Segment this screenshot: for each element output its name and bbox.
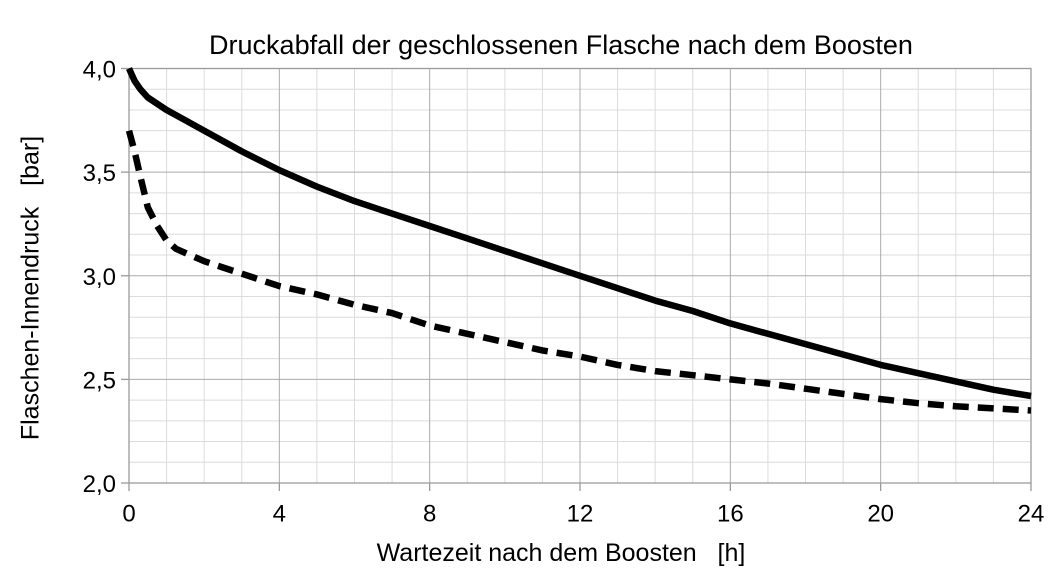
chart-title: Druckabfall der geschlossenen Flasche na… [209,30,913,60]
x-tick-label: 8 [423,501,436,528]
x-axis-title: Wartezeit nach dem Boosten [h] [376,539,746,567]
x-tick-label: 12 [567,501,594,528]
y-tick-label: 3,5 [83,160,116,187]
y-tick-label: 3,0 [83,264,116,291]
x-tick-label: 4 [273,501,286,528]
y-tick-label: 2,0 [83,471,116,498]
y-tick-label: 2,5 [83,367,116,394]
y-tick-label: 4,0 [83,57,116,84]
series-solid-line [126,67,1032,400]
x-tick-label: 20 [867,501,894,528]
x-tick-label: 24 [1018,501,1045,528]
y-axis-title: Flaschen-Innendruck [bar] [16,135,45,441]
plot-border [128,67,1032,484]
x-tick-label: 16 [717,501,744,528]
series-dashed-line [125,129,1032,414]
x-tick-label: 0 [122,501,135,528]
